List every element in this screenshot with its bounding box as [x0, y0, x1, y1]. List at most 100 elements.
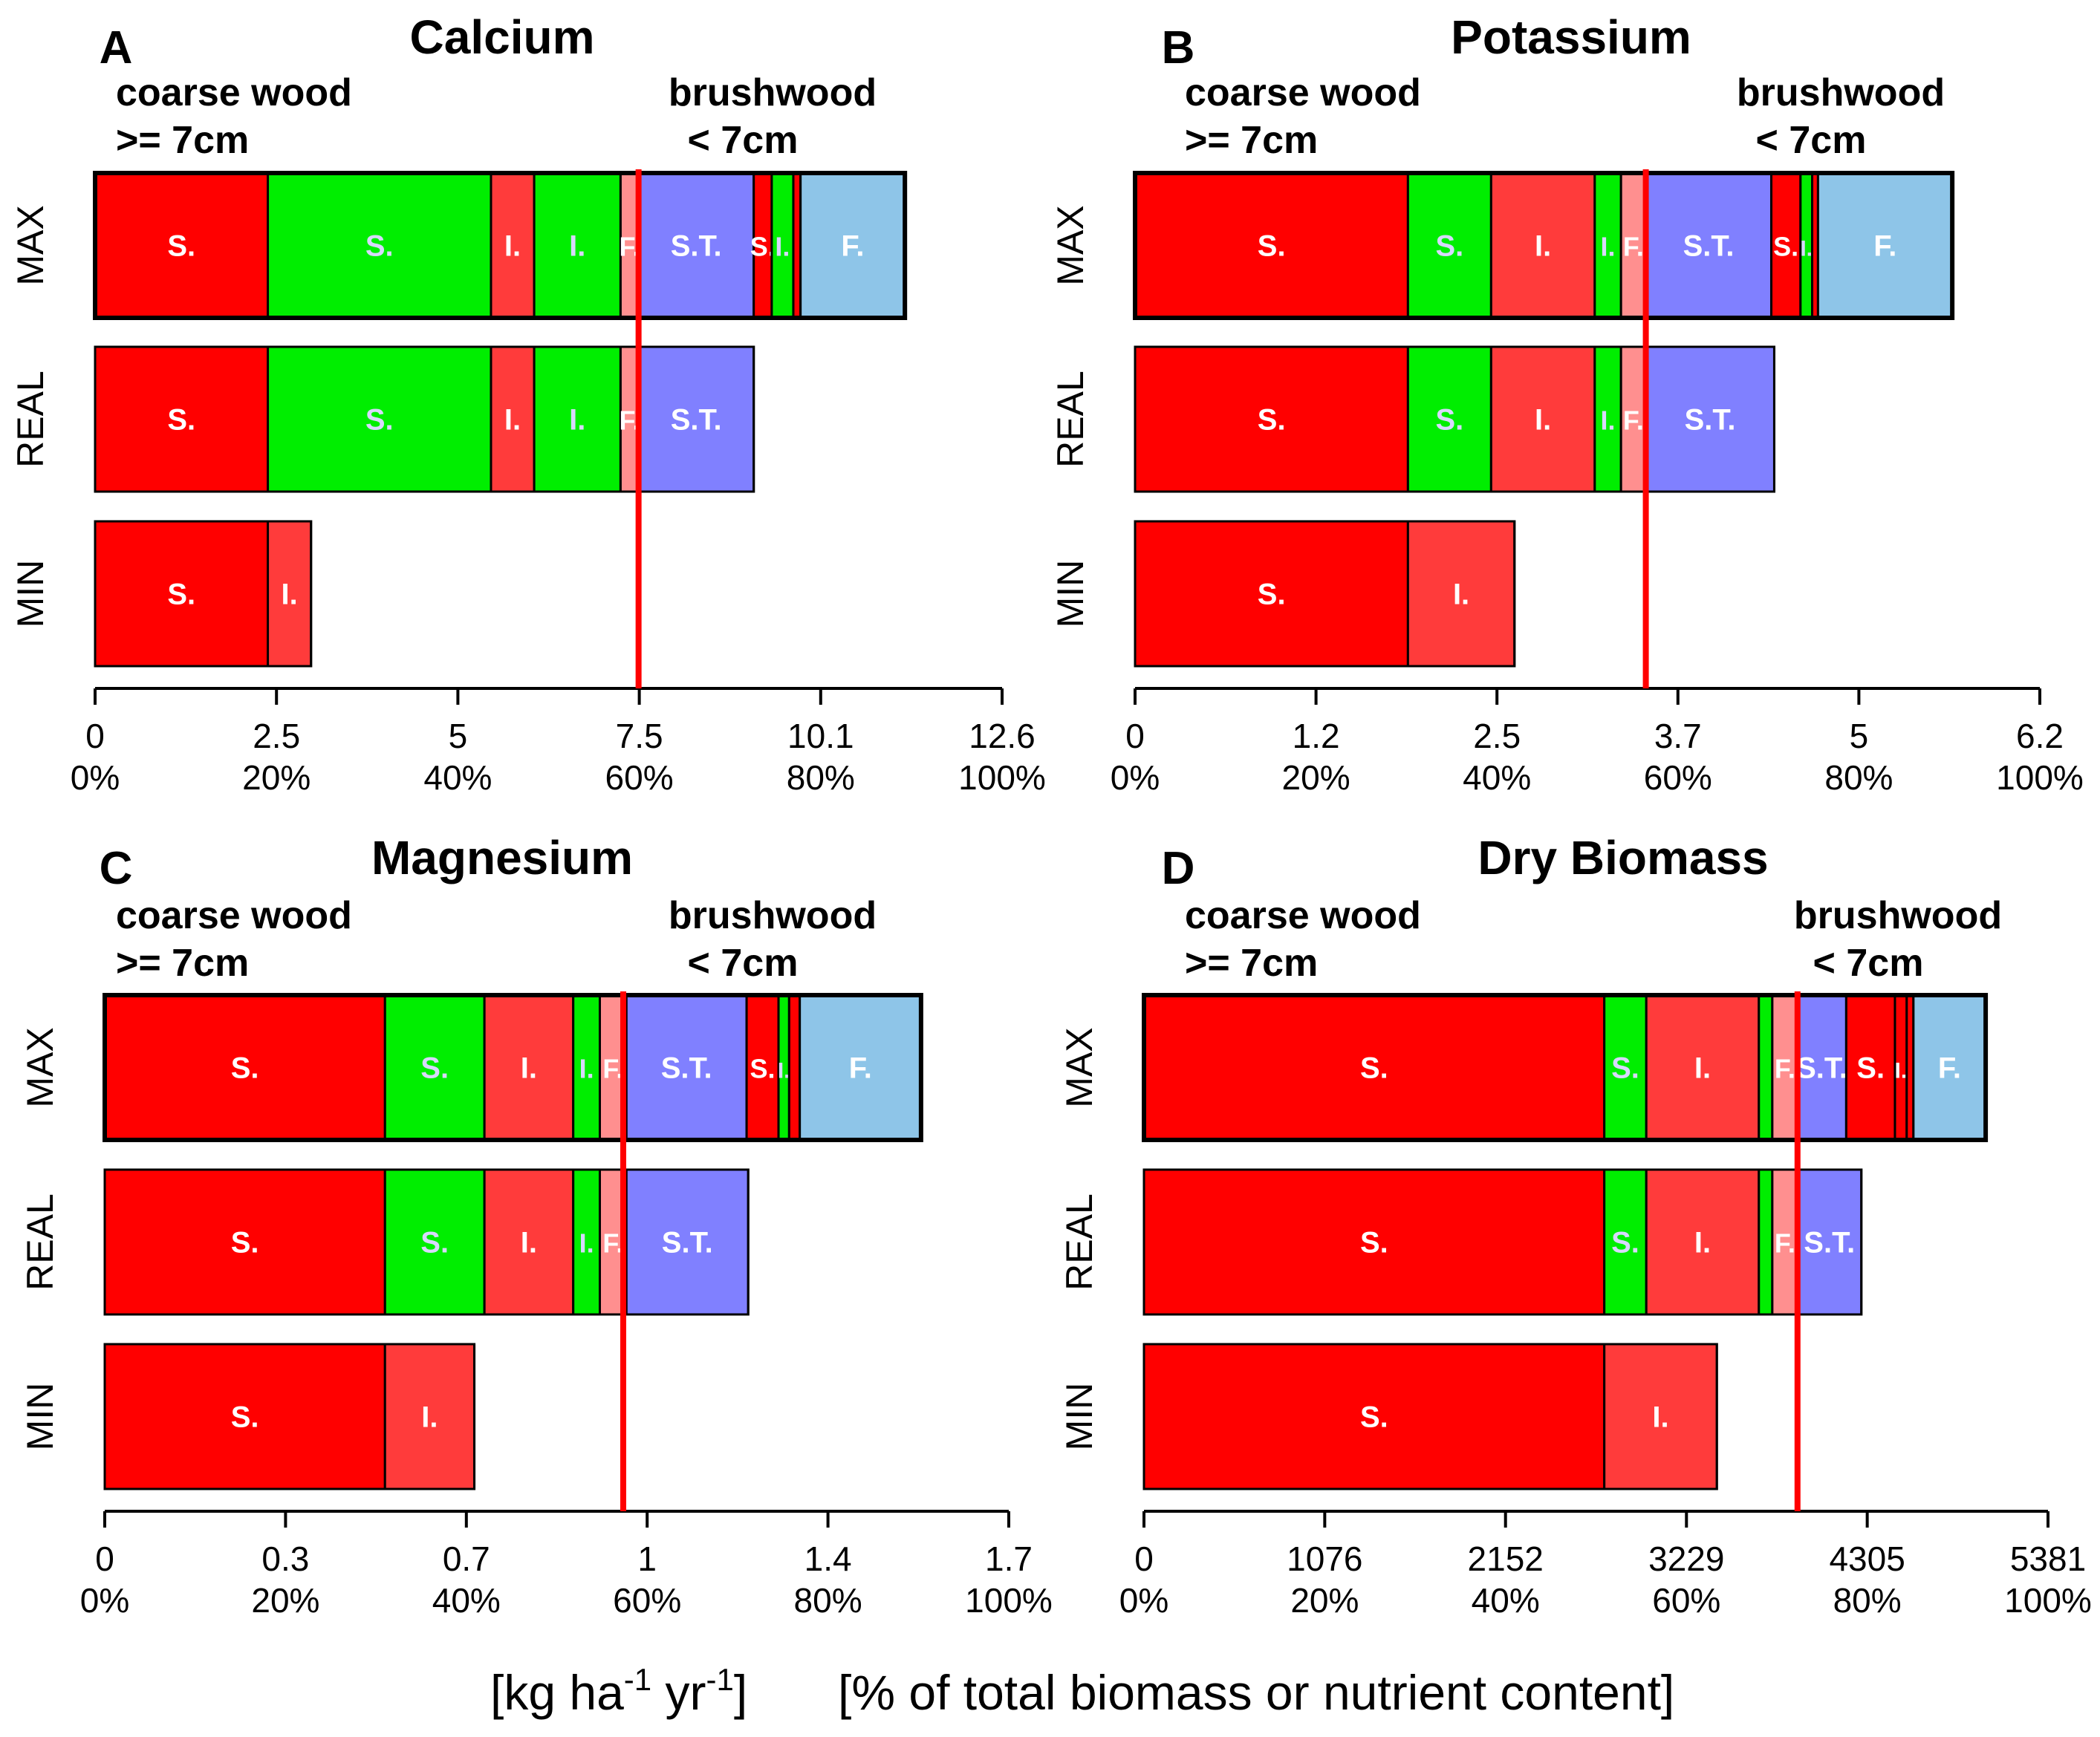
chart-panel-c: C Magnesium coarse wood >= 7cm brushwood < 7c…	[19, 831, 1053, 1620]
x-percent-label: 40%	[423, 758, 492, 797]
brushwood-size-label: < 7cm	[688, 119, 799, 162]
segment-label: S.	[1360, 1401, 1388, 1434]
bar-segment	[1796, 994, 1847, 1141]
x-percent-label: 0%	[80, 1581, 129, 1620]
segment-label: F.	[841, 230, 864, 263]
x-tick-label: 0.3	[261, 1539, 309, 1578]
bar-frame	[103, 1343, 476, 1490]
bar-min: S. I.	[1142, 1343, 1718, 1490]
bar-frame	[1142, 1343, 1718, 1490]
bar-frame	[94, 345, 755, 493]
segment-label: I.	[1453, 579, 1469, 611]
brushwood-label: brushwood	[669, 894, 877, 937]
chart-panel-a: A Calcium coarse wood >= 7cm brushwood < 7cm S…	[10, 10, 1046, 797]
segment-label: F.	[1938, 1052, 1961, 1085]
segment-label: S.	[167, 404, 195, 437]
x-percent-label: 80%	[787, 758, 855, 797]
segment-label: F.	[849, 1052, 872, 1085]
bar-segment	[1645, 345, 1775, 493]
bar-segment	[94, 345, 270, 493]
bar-segment	[267, 172, 493, 319]
brushwood-size-label: < 7cm	[1756, 119, 1867, 162]
segment-label: F.	[602, 1054, 623, 1084]
x-tick-label: 5	[1850, 717, 1869, 755]
bar-max: S. S. I. F. S.T. S. I. F.	[1142, 993, 1989, 1142]
category-label: MIN	[1050, 560, 1091, 628]
coarse-wood-size-label: >= 7cm	[116, 942, 249, 985]
x-tick-label: 1076	[1287, 1539, 1362, 1578]
panel-title: Potassium	[1451, 10, 1691, 64]
bar-frame	[1133, 171, 1955, 320]
coarse-wood-label: coarse wood	[116, 894, 352, 937]
bar-segment	[625, 1168, 750, 1316]
bar-segment	[1758, 1168, 1774, 1316]
x-percent-label: 40%	[1463, 758, 1531, 797]
bar-segment	[1142, 1168, 1606, 1316]
segment-label: S.T.	[1804, 1227, 1855, 1259]
x-tick-label: 1	[637, 1539, 657, 1578]
x-percent-label: 80%	[1833, 1581, 1902, 1620]
x-tick-label: 12.6	[969, 717, 1036, 755]
bar-segment	[1603, 1343, 1718, 1490]
bar-segment	[1593, 345, 1622, 493]
coarse-wood-label: coarse wood	[116, 71, 352, 114]
x-percent-label: 40%	[432, 1581, 501, 1620]
x-tick-label: 3.7	[1654, 717, 1702, 755]
segment-label: S.T.	[661, 1052, 712, 1085]
x-percent-label: 60%	[613, 1581, 681, 1620]
x-percent-label: 100%	[965, 1581, 1053, 1620]
category-label: MAX	[10, 205, 51, 285]
segment-label: I.	[778, 1059, 790, 1083]
brushwood-size-label: < 7cm	[1813, 942, 1924, 985]
category-label: MIN	[1059, 1383, 1100, 1451]
segment-label: I.	[504, 404, 521, 437]
x-tick-label: 2.5	[1473, 717, 1521, 755]
x-tick-label: 2.5	[253, 717, 300, 755]
bar-real: S. S. I. I. F. S.T.	[103, 1168, 750, 1316]
x-tick-label: 0	[1134, 1539, 1154, 1578]
x-tick-label: 1.7	[985, 1539, 1033, 1578]
panel-title: Calcium	[410, 10, 595, 64]
x-percent-label: 100%	[958, 758, 1046, 797]
segment-label: S.	[1435, 230, 1463, 263]
unit-label: [kg ha-1 yr-1]	[490, 1662, 747, 1720]
segment-label: I.	[521, 1052, 537, 1085]
bar-max: S. S. I. I. F. S.T. S. I. F.	[1133, 171, 1955, 320]
segment-label: S.	[231, 1052, 259, 1085]
x-percent-label: 100%	[1996, 758, 2084, 797]
segment-label: I.	[1652, 1401, 1668, 1434]
bar-frame	[1142, 993, 1989, 1142]
segment-label: I.	[282, 579, 298, 611]
x-tick-label: 1.4	[804, 1539, 852, 1578]
x-percent-label: 60%	[1652, 1581, 1720, 1620]
x-percent-label: 20%	[242, 758, 311, 797]
segment-label: S.	[420, 1052, 449, 1085]
x-percent-label: 60%	[1644, 758, 1712, 797]
segment-label: S.	[167, 230, 195, 263]
bar-frame	[94, 520, 313, 668]
segment-label: S.	[1856, 1052, 1885, 1085]
segment-label: I.	[1535, 404, 1551, 437]
bar-frame	[93, 171, 908, 320]
category-label: REAL	[1050, 371, 1091, 468]
panel-title: Dry Biomass	[1478, 831, 1768, 884]
bar-frame	[103, 993, 923, 1142]
x-tick-label: 6.2	[2016, 717, 2064, 755]
x-tick-label: 5	[449, 717, 468, 755]
x-percent-label: 0%	[71, 758, 120, 797]
segment-label: S.T.	[671, 230, 722, 263]
segment-label: S.	[1773, 232, 1798, 262]
segment-label: F.	[1873, 230, 1896, 263]
segment-label: I.	[421, 1401, 438, 1434]
segment-label: S.T.	[671, 404, 722, 437]
bar-segment	[1758, 994, 1774, 1141]
coarse-wood-label: coarse wood	[1185, 894, 1421, 937]
coarse-wood-label: coarse wood	[1185, 71, 1421, 114]
bar-segment	[1645, 172, 1773, 319]
x-tick-label: 10.1	[787, 717, 854, 755]
segment-label: S.	[1435, 404, 1463, 437]
segment-label: I.	[1600, 405, 1615, 436]
segment-label: F.	[1623, 405, 1644, 436]
